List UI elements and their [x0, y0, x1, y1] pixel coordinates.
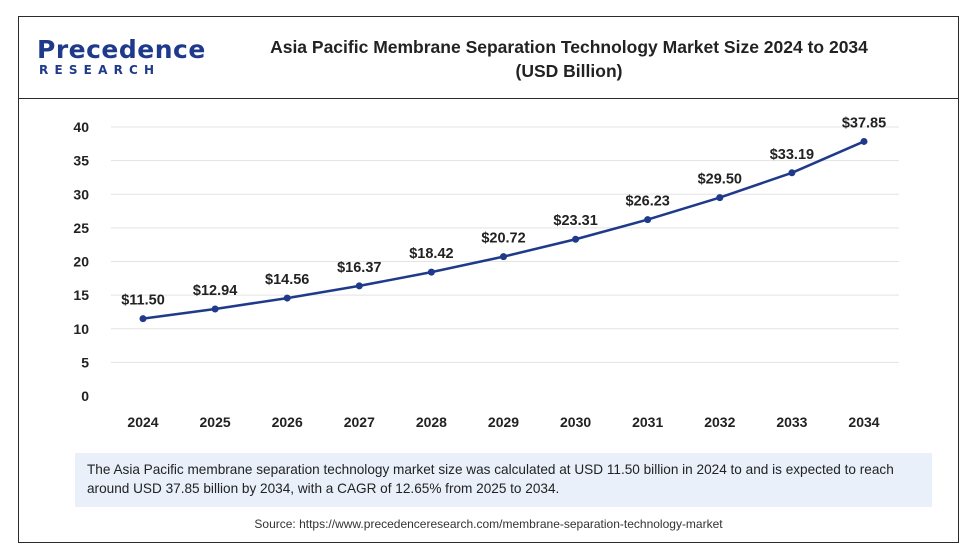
data-point [644, 216, 652, 224]
y-tick-label: 0 [81, 388, 89, 404]
series-points [139, 137, 868, 323]
y-tick-label: 40 [73, 119, 89, 135]
data-point [788, 169, 796, 177]
header: Precedence RESEARCH Asia Pacific Membran… [19, 17, 958, 99]
data-label: $14.56 [265, 272, 309, 288]
x-tick-label: 2025 [200, 414, 231, 430]
data-label: $20.72 [481, 231, 525, 247]
data-label: $12.94 [193, 283, 237, 299]
y-tick-label: 30 [73, 186, 89, 202]
data-point [139, 315, 147, 323]
data-point [716, 194, 724, 202]
description-box: The Asia Pacific membrane separation tec… [75, 453, 932, 507]
data-label: $29.50 [698, 172, 742, 188]
data-label: $18.42 [409, 246, 453, 262]
x-tick-label: 2028 [416, 414, 447, 430]
x-tick-label: 2034 [848, 414, 879, 430]
data-point [211, 305, 219, 313]
chart-title: Asia Pacific Membrane Separation Technol… [219, 35, 919, 83]
grid-lines [111, 126, 899, 363]
brand-name: Precedence [37, 35, 206, 64]
data-label: $16.37 [337, 260, 381, 276]
x-tick-label: 2030 [560, 414, 591, 430]
data-label: $26.23 [626, 194, 670, 210]
x-tick-label: 2032 [704, 414, 735, 430]
y-tick-label: 25 [73, 220, 89, 236]
data-labels: $11.50 $12.94 $14.56 $16.37 $18.42 $20.72 $23.… [121, 115, 886, 308]
y-axis-ticks: 0 5 10 15 20 25 30 35 40 [73, 119, 89, 404]
y-tick-label: 20 [73, 254, 89, 270]
y-tick-label: 35 [73, 153, 89, 169]
x-tick-label: 2024 [127, 414, 158, 430]
x-tick-label: 2031 [632, 414, 663, 430]
data-point [860, 137, 868, 145]
data-point [500, 253, 507, 261]
x-axis-ticks: 2024 2025 2026 2027 2028 2029 2030 2031 2032 2033… [127, 414, 879, 430]
chart-title-line1: Asia Pacific Membrane Separation Technol… [270, 37, 868, 57]
y-tick-label: 15 [73, 287, 89, 303]
data-point [283, 294, 291, 302]
brand-logo: Precedence RESEARCH [37, 35, 206, 87]
source-text: Source: https://www.precedenceresearch.c… [254, 517, 723, 531]
data-label: $11.50 [121, 293, 165, 309]
data-label: $37.85 [842, 115, 886, 131]
y-tick-label: 5 [81, 354, 89, 370]
data-label: $23.31 [553, 213, 597, 229]
brand-subtitle: RESEARCH [39, 63, 161, 77]
chart-frame: Precedence RESEARCH Asia Pacific Membran… [18, 16, 959, 543]
chart-title-line2: (USD Billion) [515, 61, 623, 81]
y-tick-label: 10 [73, 321, 89, 337]
data-point [572, 235, 580, 243]
x-tick-label: 2026 [272, 414, 303, 430]
data-label: $33.19 [770, 147, 814, 163]
data-point [355, 282, 363, 290]
x-tick-label: 2027 [344, 414, 375, 430]
x-tick-label: 2029 [488, 414, 519, 430]
x-tick-label: 2033 [776, 414, 807, 430]
data-point [427, 268, 435, 276]
